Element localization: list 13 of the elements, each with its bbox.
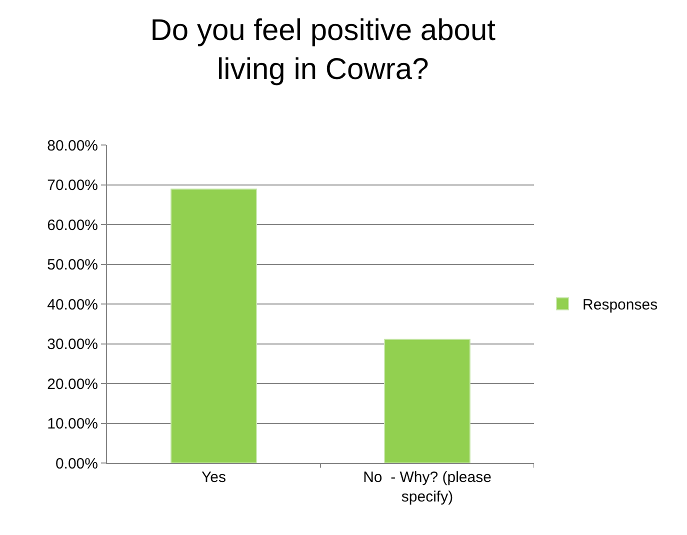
y-tick-label: 40.00% — [47, 296, 98, 314]
y-tick-label: 30.00% — [47, 336, 98, 353]
y-tick-label: 70.00% — [47, 177, 98, 194]
y-tick-label: 80.00% — [47, 137, 98, 154]
y-tick-label: 60.00% — [47, 216, 98, 234]
y-tick-label: 10.00% — [47, 416, 98, 432]
x-tick-label: Yes — [202, 469, 226, 486]
y-tick-label: 0.00% — [55, 455, 98, 472]
y-tick-label: 50.00% — [47, 256, 98, 274]
x-tick-label: No - Why? (please specify) — [363, 469, 492, 506]
chart-title: Do you feel positive about living in Cowra? — [150, 14, 496, 86]
legend-label: Responses — [582, 296, 658, 314]
y-tick-label: 20.00% — [47, 376, 98, 393]
